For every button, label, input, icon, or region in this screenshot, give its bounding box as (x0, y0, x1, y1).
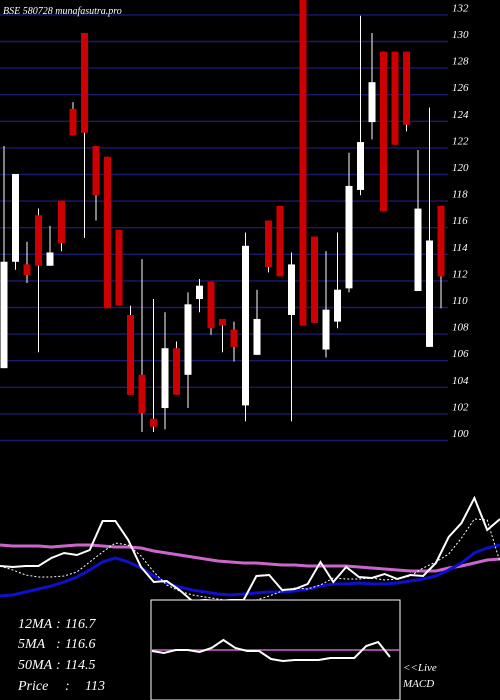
tick-label-114: 114 (452, 242, 468, 254)
candle-body-7 (81, 33, 88, 133)
moving-average-panel (0, 495, 500, 604)
candle-body-13 (150, 418, 157, 427)
candle-body-28 (322, 309, 330, 350)
candle-body-0 (0, 261, 8, 369)
tick-label-124: 124 (452, 109, 469, 121)
stat-sep-1: : (56, 637, 61, 652)
candle-body-21 (242, 245, 249, 406)
price-axis-ticks: 132 130 128 126 124 122 120 118 116 114 112 110 108 1… (452, 2, 469, 440)
tick-label-104: 104 (452, 375, 469, 387)
macd-line (151, 638, 391, 663)
tick-label-112: 112 (452, 268, 468, 280)
tick-label-116: 116 (452, 215, 468, 227)
ma-mid-line (0, 543, 500, 598)
chart-title: BSE 580728 munafasutra.pro (3, 6, 122, 17)
candle-body-20 (230, 329, 238, 347)
stat-50ma-label: 50MA (18, 658, 53, 673)
stat-5ma-label: 5MA (18, 637, 46, 652)
stat-sep-3: : (65, 679, 70, 694)
candle-body-30 (345, 185, 353, 289)
price-candles (0, 0, 445, 432)
candle-body-33 (380, 51, 387, 212)
tick-label-102: 102 (452, 401, 469, 413)
candle-body-36 (414, 208, 422, 292)
tick-label-110: 110 (452, 295, 468, 307)
tick-label-100: 100 (452, 428, 469, 440)
candle-body-31 (357, 142, 364, 190)
tick-label-130: 130 (452, 29, 469, 41)
candle-body-18 (207, 281, 215, 329)
candle-body-34 (391, 51, 399, 145)
tick-label-106: 106 (452, 348, 469, 360)
candle-body-26 (299, 0, 307, 326)
candle-body-19 (219, 318, 226, 326)
candle-body-15 (173, 348, 180, 395)
stats-readout: 12MA : 116.7 5MA : 116.6 50MA : 114.5 Pr… (17, 617, 105, 694)
tick-label-120: 120 (452, 162, 469, 174)
tick-label-128: 128 (452, 56, 469, 68)
tick-label-122: 122 (452, 135, 469, 147)
macd-label: MACD (402, 678, 434, 690)
candle-body-8 (92, 146, 100, 196)
candle-body-35 (403, 51, 410, 125)
stat-12ma-label: 12MA (18, 617, 53, 632)
tick-label-108: 108 (452, 322, 469, 334)
candle-body-16 (184, 304, 192, 375)
candle-body-2 (23, 264, 31, 276)
candle-body-1 (12, 173, 19, 262)
candle-body-17 (196, 285, 203, 299)
candle-body-23 (265, 220, 272, 268)
candle-body-14 (161, 348, 169, 409)
stat-price-label: Price (17, 679, 48, 694)
candle-body-6 (69, 108, 77, 136)
stat-sep-2: : (56, 658, 61, 673)
candle-body-27 (311, 236, 318, 323)
candle-body-24 (276, 205, 284, 277)
price-path-line (0, 495, 500, 603)
price-gridlines (0, 14, 448, 442)
candle-body-3 (35, 215, 42, 266)
candle-body-29 (334, 289, 341, 322)
ma-long-line (0, 543, 500, 573)
stat-5ma-value: 116.6 (65, 637, 95, 652)
stat-sep-0: : (56, 617, 61, 632)
candle-body-4 (46, 252, 54, 266)
stat-price-value: 113 (85, 679, 105, 694)
stat-50ma-value: 114.5 (65, 658, 95, 673)
tick-label-132: 132 (452, 2, 469, 14)
candle-body-5 (58, 200, 65, 244)
candle-body-22 (253, 318, 261, 355)
candle-body-12 (138, 374, 146, 414)
candle-body-11 (127, 314, 134, 395)
tick-label-126: 126 (452, 82, 469, 94)
macd-line-group (151, 638, 400, 663)
stat-12ma-value: 116.7 (65, 617, 96, 632)
candle-body-25 (288, 264, 295, 315)
macd-live-label: <<Live (403, 662, 437, 674)
candle-body-38 (437, 205, 445, 277)
candle-body-32 (368, 82, 376, 123)
candle-body-9 (104, 156, 111, 309)
candle-body-10 (115, 229, 123, 306)
candle-body-37 (426, 240, 433, 347)
tick-label-118: 118 (452, 189, 468, 201)
